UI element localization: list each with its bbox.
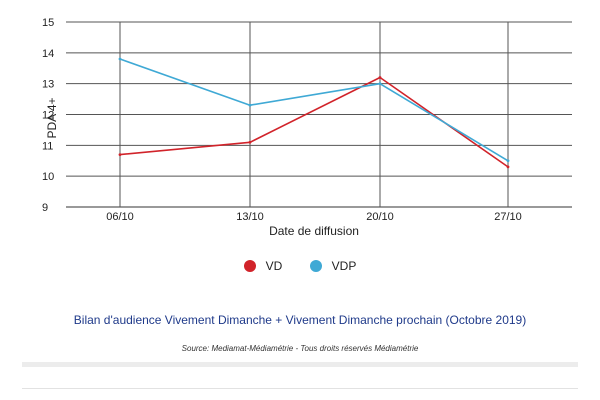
chart-caption: Bilan d'audience Vivement Dimanche + Viv… <box>73 313 527 327</box>
data-point-vd <box>378 76 382 79</box>
x-axis-title: Date de diffusion <box>269 224 359 238</box>
y-tick-label: 15 <box>42 17 54 29</box>
data-point-vd <box>118 153 122 157</box>
y-tick-label: 10 <box>42 171 54 183</box>
line-chart: 15 14 13 12 11 10 9 06/10 13/10 20/10 27/10 PDA 4… <box>42 17 572 238</box>
legend-label-vdp: VDP <box>331 259 357 273</box>
y-tick-labels: 15 14 13 12 11 10 9 <box>42 17 54 214</box>
data-point-vdp <box>378 82 382 86</box>
y-tick-label: 14 <box>42 48 54 60</box>
y-axis-title: PDA 4+ <box>45 97 59 138</box>
y-tick-label: 9 <box>42 202 48 214</box>
divider-band <box>22 362 578 367</box>
data-point-vd <box>506 165 510 169</box>
x-tick-label: 06/10 <box>106 211 134 223</box>
y-tick-label: 12 <box>42 110 54 122</box>
x-tick-label: 13/10 <box>236 211 264 223</box>
y-tick-label: 11 <box>42 140 53 152</box>
x-tick-labels: 06/10 13/10 20/10 27/10 <box>106 211 522 223</box>
legend-item-vd[interactable]: VD <box>243 259 283 273</box>
y-tick-label: 13 <box>42 79 54 91</box>
x-tick-label: 27/10 <box>494 211 522 223</box>
x-tick-label: 20/10 <box>366 211 394 223</box>
legend-label-vd: VD <box>265 259 283 273</box>
data-point-vdp <box>118 57 122 61</box>
chart-series <box>118 57 510 169</box>
legend-marker-vd <box>243 260 256 272</box>
data-point-vdp <box>248 103 252 107</box>
chart-grid <box>66 21 572 208</box>
data-point-vdp <box>506 159 510 163</box>
series-line-vdp <box>119 58 509 162</box>
data-point-vd <box>248 140 252 144</box>
legend-marker-vdp <box>309 260 322 272</box>
source-note: Source: Mediamat-Médiamétrie - Tous droi… <box>181 344 419 353</box>
chart-legend: VD VDP <box>0 259 600 275</box>
legend-item-vdp[interactable]: VDP <box>309 259 357 273</box>
divider-rule <box>22 388 578 389</box>
series-line-vd <box>119 76 509 168</box>
